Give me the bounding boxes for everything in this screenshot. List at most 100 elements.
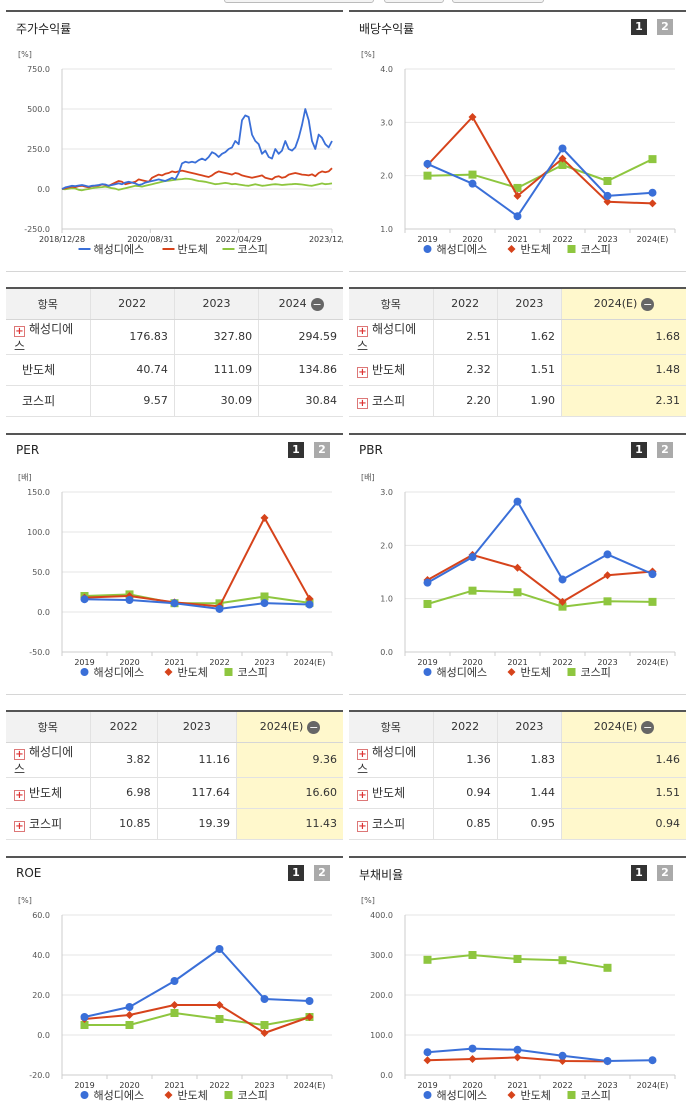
row-name[interactable]: + 코스피 (349, 385, 433, 417)
data-point (260, 599, 269, 608)
series-line (84, 516, 311, 608)
header-year-current: 2024(E) − (561, 711, 686, 743)
unit-label: [배] (18, 473, 32, 482)
data-point (603, 550, 612, 559)
row-name[interactable]: + 반도체 (349, 777, 433, 809)
row-name-label: 코스피 (372, 394, 406, 408)
header-year-label: 2024(E) (593, 719, 638, 733)
collapse-icon[interactable]: − (641, 720, 655, 734)
data-point (125, 1021, 134, 1029)
y-tick-label: 50.0 (32, 568, 50, 577)
data-point (468, 179, 477, 188)
cell: 1.68 (561, 319, 686, 355)
data-point (648, 570, 657, 579)
toggle-2-button[interactable]: 2 (657, 442, 673, 458)
x-tick-label: 2023 (597, 1081, 617, 1090)
x-tick-label: 2020/08/31 (127, 235, 173, 244)
expand-icon[interactable]: + (14, 748, 25, 760)
cell: 9.57 (89, 385, 175, 417)
x-tick-label: 2022 (552, 235, 572, 244)
legend-marker (567, 1091, 576, 1099)
header-item: 항목 (6, 288, 90, 320)
toggle-1-button[interactable]: 1 (288, 442, 304, 458)
legend-marker (164, 668, 173, 676)
cell: 0.95 (496, 808, 562, 840)
header-year-label: 2024(E) (259, 719, 304, 733)
toggle-1-button[interactable]: 1 (631, 442, 647, 458)
toggle-2-button[interactable]: 2 (314, 865, 330, 881)
x-tick-label: 2023 (254, 658, 274, 667)
row-name[interactable]: + 해성디에스 (6, 319, 90, 355)
x-tick-label: 2022 (552, 1081, 572, 1090)
data-point (305, 1013, 314, 1021)
legend-label: 코스피 (581, 666, 611, 679)
header-year-current: 2024− (258, 288, 343, 320)
top-button[interactable] (452, 0, 544, 3)
pbr-chart: [배] 3.0 2.0 1.0 0.0 2019 2020 2021 2022 2023 2024(… (361, 473, 676, 679)
data-point (215, 1001, 224, 1009)
expand-icon[interactable]: + (357, 790, 368, 801)
unit-label: [%] (361, 50, 375, 59)
unit-label: [%] (18, 896, 32, 905)
toggle-1-button[interactable]: 1 (631, 19, 647, 35)
y-tick-label: 250.0 (27, 145, 50, 154)
expand-icon[interactable]: + (357, 325, 368, 337)
row-name[interactable]: + 코스피 (349, 808, 433, 840)
x-tick-label: 2020 (119, 1081, 139, 1090)
expand-icon[interactable]: + (357, 398, 368, 409)
data-point (558, 144, 567, 153)
toggle-2-button[interactable]: 2 (657, 19, 673, 35)
expand-icon[interactable]: + (357, 821, 368, 832)
header-year-current: 2024(E) − (561, 288, 686, 320)
y-tick-label: 20.0 (32, 991, 50, 1000)
stock-return-panel: 주가수익률 [%] 750.0 500.0 250.0 0.0 -250.0 2018/12… (6, 10, 343, 272)
row-name-label: 반도체 (29, 786, 63, 800)
cell: 2.32 (432, 354, 498, 386)
toggle-1-button[interactable]: 1 (288, 865, 304, 881)
x-tick-label: 2018/12/28 (39, 235, 85, 244)
collapse-icon[interactable]: − (310, 297, 324, 311)
collapse-icon[interactable]: − (641, 297, 655, 311)
data-point (80, 1021, 89, 1029)
expand-icon[interactable]: + (14, 790, 25, 801)
toggle-2-button[interactable]: 2 (314, 442, 330, 458)
x-tick-label: 2024(E) (637, 235, 669, 244)
expand-icon[interactable]: + (14, 325, 25, 337)
row-name[interactable]: + 반도체 (349, 354, 433, 386)
series-line (61, 167, 333, 190)
data-point (468, 1055, 477, 1063)
cell: 9.36 (236, 742, 343, 778)
y-tick-label: 0.0 (37, 608, 50, 617)
series-line (84, 593, 310, 605)
cell: 2.31 (561, 385, 686, 417)
series-line (427, 147, 653, 218)
legend-marker (164, 1091, 173, 1099)
roe-chart: [%]60.0 40.0 20.0 0.0 -20.0 2019 2020 2021 2022 2… (18, 896, 333, 1102)
data-point (423, 1048, 432, 1057)
legend-marker (224, 1091, 233, 1099)
top-button[interactable] (384, 0, 444, 3)
y-tick-label: 3.0 (380, 118, 393, 127)
expand-icon[interactable]: + (357, 748, 368, 760)
data-point (558, 597, 567, 606)
data-point (305, 600, 314, 609)
expand-icon[interactable]: + (14, 821, 25, 832)
top-button[interactable] (224, 0, 374, 3)
cell: 1.90 (496, 385, 562, 417)
series-line (427, 500, 653, 584)
row-name[interactable]: + 해성디에스 (6, 742, 90, 778)
toggle-1-button[interactable]: 1 (631, 865, 647, 881)
x-tick-label: 2024(E) (637, 1081, 669, 1090)
cell: 3.82 (89, 742, 158, 778)
expand-icon[interactable]: + (357, 367, 368, 378)
row-name-label: 코스피 (22, 394, 56, 408)
row-name[interactable]: + 해성디에스 (349, 742, 433, 778)
collapse-icon[interactable]: − (307, 720, 321, 734)
toggle-2-button[interactable]: 2 (657, 865, 673, 881)
data-point (305, 594, 314, 603)
row-name[interactable]: + 해성디에스 (349, 319, 433, 355)
cell: 0.94 (561, 808, 686, 840)
row-name[interactable]: + 코스피 (6, 808, 90, 840)
row-name[interactable]: + 반도체 (6, 777, 90, 809)
